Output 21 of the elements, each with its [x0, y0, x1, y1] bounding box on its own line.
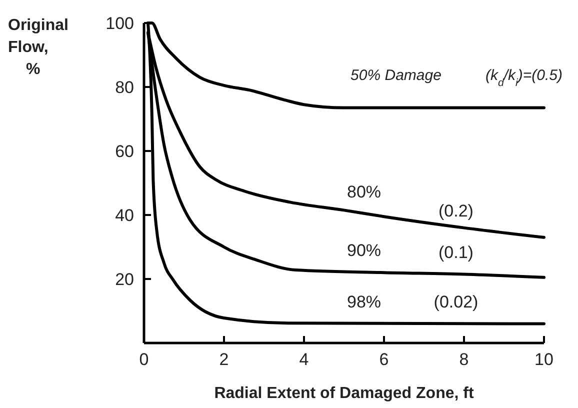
annotation: (k$_{d}$/k$_{i}$)=(0.5) [486, 66, 562, 89]
x-tick-label: 2 [219, 350, 229, 369]
x-tick-label: 6 [379, 350, 389, 369]
annotation: (0.02) [434, 292, 478, 312]
y-tick-label: 60 [115, 142, 134, 161]
annotation: 80% [346, 182, 382, 202]
x-tick-label: 8 [459, 350, 469, 369]
annotation: 98% [346, 292, 382, 312]
y-tick-label: 80 [115, 78, 134, 97]
annotation: 50% Damage [350, 66, 442, 84]
x-tick-label: 4 [299, 350, 309, 369]
annotation: (0.2) [438, 202, 474, 221]
x-tick-label: 10 [534, 350, 554, 369]
annotation: 90% [346, 241, 382, 260]
y-tick-label: 20 [115, 270, 134, 289]
x-axis-title: Radial Extent of Damaged Zone, ft [214, 385, 474, 402]
annotation: (0.1) [438, 243, 474, 262]
y-tick-label: 100 [106, 14, 134, 33]
x-tick-label: 0 [139, 350, 149, 369]
y-tick-label: 40 [115, 206, 134, 225]
y-axis-title: Original Flow, % [8, 17, 68, 78]
